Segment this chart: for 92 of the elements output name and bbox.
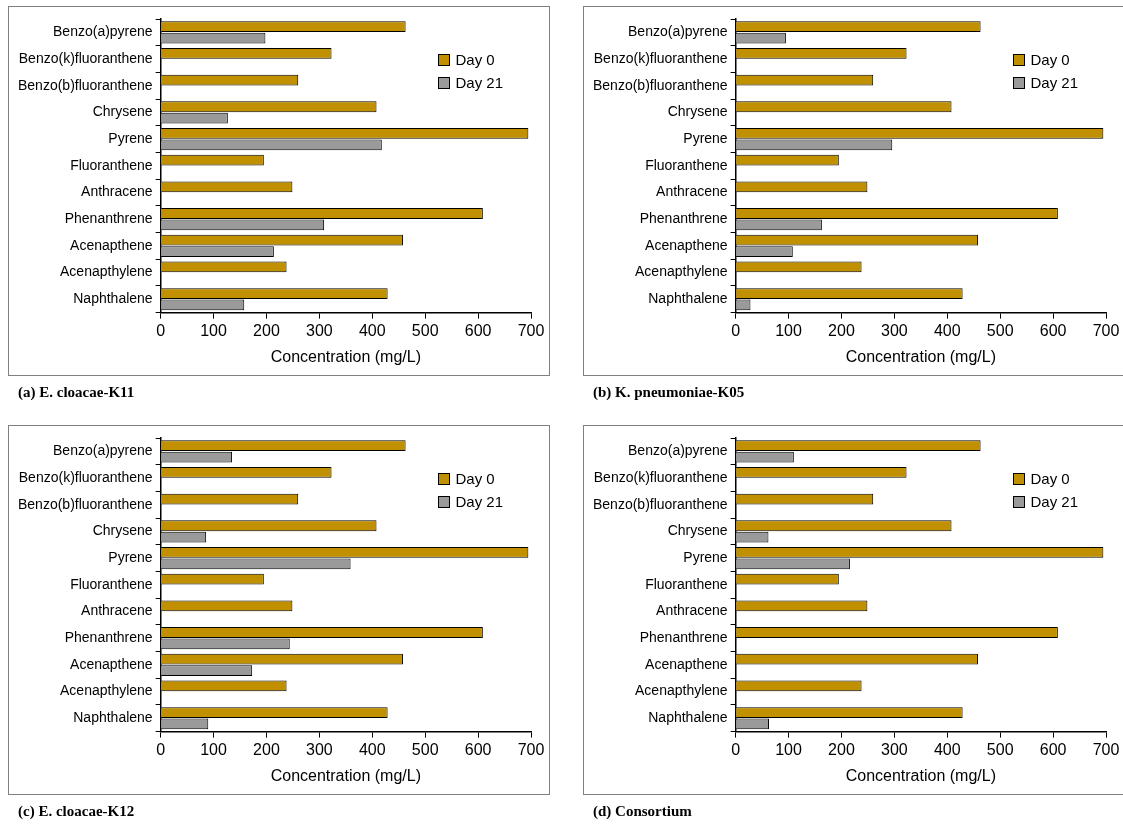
y-tick-label: Anthracene [81, 602, 153, 619]
y-tick-label: Benzo(a)pyrene [53, 442, 153, 459]
y-tick-label: Pyrene [108, 548, 153, 565]
y-tick-label: Phenanthrene [639, 629, 728, 646]
y-tick-label: Chrysene [92, 522, 153, 539]
legend-label: Day 21 [1030, 74, 1078, 91]
y-tick-label: Benzo(a)pyrene [628, 23, 728, 40]
x-axis-title: Concentration (mg/L) [270, 347, 421, 365]
x-tick-label: 700 [1092, 740, 1120, 758]
y-tick-label: Pyrene [108, 129, 153, 146]
y-tick-label: Benzo(a)pyrene [628, 442, 728, 459]
text: (d) Consortium [593, 803, 693, 820]
y-tick-label: Pyrene [683, 548, 728, 565]
x-tick-label: 100 [200, 740, 227, 758]
x-tick-label: 600 [464, 740, 492, 758]
y-tick-label: Naphthalene [648, 290, 728, 307]
x-tick-label: 500 [411, 321, 439, 339]
y-tick-label: Anthracene [656, 602, 728, 619]
legend-label: Day 0 [1030, 51, 1070, 68]
y-tick-label: Phenanthrene [64, 210, 153, 227]
y-tick-label: Benzo(b)fluoranthene [17, 495, 153, 512]
legend-label: Day 0 [1030, 470, 1070, 487]
text: (c) E. cloacae-K12 [18, 803, 136, 820]
x-tick-label: 100 [775, 740, 802, 758]
x-tick-label: 200 [253, 740, 280, 758]
legend-label: Day 21 [455, 493, 503, 510]
x-tick-label: 0 [156, 740, 166, 758]
y-tick-label: Acenapthene [70, 655, 153, 672]
y-tick-label: Acenapthylene [635, 263, 728, 280]
y-tick-label: Naphthalene [73, 290, 153, 307]
x-tick-label: 500 [411, 740, 439, 758]
x-tick-label: 300 [306, 321, 333, 339]
x-tick-label: 300 [881, 321, 908, 339]
y-tick-label: Benzo(b)fluoranthene [592, 76, 728, 93]
y-tick-label: Chrysene [92, 103, 153, 120]
x-tick-label: 0 [156, 321, 166, 339]
y-tick-label: Phenanthrene [64, 629, 153, 646]
x-tick-label: 700 [1092, 321, 1120, 339]
y-tick-label: Benzo(k)fluoranthene [593, 468, 728, 485]
y-tick-label: Acenapthylene [635, 682, 728, 699]
y-tick-label: Pyrene [683, 129, 728, 146]
x-tick-label: 700 [517, 740, 545, 758]
x-tick-label: 700 [517, 321, 545, 339]
x-axis-title: Concentration (mg/L) [845, 766, 996, 784]
y-tick-label: Naphthalene [73, 709, 153, 726]
x-axis-title: Concentration (mg/L) [845, 347, 996, 365]
legend-label: Day 0 [455, 470, 495, 487]
y-tick-label: Naphthalene [648, 709, 728, 726]
legend-label: Day 0 [455, 51, 495, 68]
x-axis-title: Concentration (mg/L) [270, 766, 421, 784]
x-tick-label: 300 [306, 740, 333, 758]
text: (a) E. cloacae-K11 [18, 384, 136, 401]
y-tick-label: Fluoranthene [645, 156, 728, 173]
y-tick-label: Acenapthylene [60, 263, 153, 280]
y-tick-label: Benzo(a)pyrene [53, 23, 153, 40]
legend-label: Day 21 [455, 74, 503, 91]
y-tick-label: Phenanthrene [639, 210, 728, 227]
text: (b) K. pneumoniae-K05 [593, 384, 746, 401]
x-tick-label: 100 [200, 321, 227, 339]
y-tick-label: Acenapthene [70, 236, 153, 253]
x-tick-label: 400 [358, 740, 386, 758]
x-tick-label: 300 [881, 740, 908, 758]
x-tick-label: 100 [775, 321, 802, 339]
x-tick-label: 400 [933, 321, 961, 339]
x-tick-label: 0 [731, 321, 741, 339]
y-tick-label: Fluoranthene [645, 575, 728, 592]
y-tick-label: Acenapthene [645, 655, 728, 672]
x-tick-label: 200 [828, 740, 855, 758]
x-tick-label: 600 [1039, 321, 1067, 339]
y-tick-label: Benzo(k)fluoranthene [18, 468, 153, 485]
x-tick-label: 500 [986, 321, 1014, 339]
x-tick-label: 200 [828, 321, 855, 339]
y-tick-label: Benzo(k)fluoranthene [18, 49, 153, 66]
x-tick-label: 600 [1039, 740, 1067, 758]
y-tick-label: Benzo(b)fluoranthene [17, 76, 153, 93]
x-tick-label: 400 [358, 321, 386, 339]
y-tick-label: Fluoranthene [70, 575, 153, 592]
x-tick-label: 500 [986, 740, 1014, 758]
y-tick-label: Anthracene [81, 183, 153, 200]
y-tick-label: Chrysene [667, 522, 728, 539]
x-tick-label: 0 [731, 740, 741, 758]
x-tick-label: 200 [253, 321, 280, 339]
y-tick-label: Acenapthene [645, 236, 728, 253]
y-tick-label: Benzo(b)fluoranthene [592, 495, 728, 512]
x-tick-label: 400 [933, 740, 961, 758]
y-tick-label: Anthracene [656, 183, 728, 200]
x-tick-label: 600 [464, 321, 492, 339]
y-tick-label: Acenapthylene [60, 682, 153, 699]
y-tick-label: Benzo(k)fluoranthene [593, 49, 728, 66]
y-tick-label: Fluoranthene [70, 156, 153, 173]
y-tick-label: Chrysene [667, 103, 728, 120]
legend-label: Day 21 [1030, 493, 1078, 510]
